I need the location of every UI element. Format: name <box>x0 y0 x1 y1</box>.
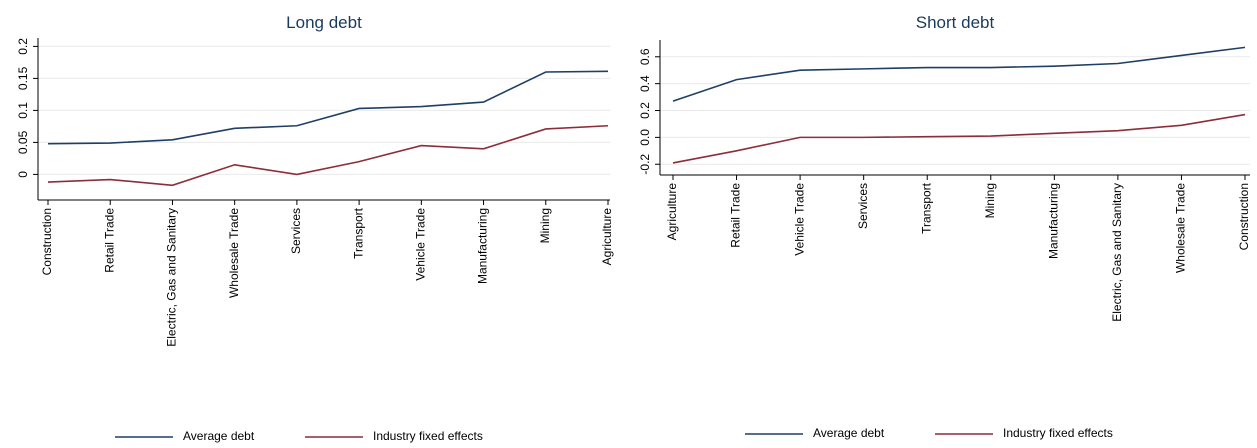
legend-label: Industry fixed effects <box>373 429 483 443</box>
x-tick-label: Vehicle Trade <box>414 208 428 281</box>
legend-label: Average debt <box>813 426 885 440</box>
x-tick-label: Transport <box>351 207 365 259</box>
y-tick-label: 0.2 <box>638 102 652 119</box>
y-tick-label: 0.05 <box>16 130 30 154</box>
x-tick-label: Transport <box>919 182 933 234</box>
line-series <box>47 124 609 187</box>
x-tick-label: Construction <box>40 208 54 275</box>
x-tick-label: Construction <box>1237 183 1251 250</box>
y-tick-label: 0.6 <box>638 48 652 65</box>
y-tick-label: 0.4 <box>638 75 652 92</box>
y-tick-label: 0.2 <box>16 38 30 55</box>
x-tick-label: Agriculture <box>600 208 614 266</box>
x-tick-label: Agriculture <box>665 183 679 241</box>
x-tick-label: Electric, Gas and Sanitary <box>1110 183 1124 322</box>
y-tick-label: 0.1 <box>16 102 30 119</box>
chart-title: Short debt <box>916 13 995 32</box>
x-tick-label: Vehicle Trade <box>792 183 806 256</box>
x-tick-label: Retail Trade <box>102 208 116 273</box>
y-tick-label: 0 <box>16 171 30 178</box>
x-tick-label: Retail Trade <box>729 183 743 248</box>
x-tick-label: Manufacturing <box>476 208 490 284</box>
x-tick-label: Services <box>856 183 870 229</box>
x-tick-label: Electric, Gas and Sanitary <box>165 208 179 347</box>
x-tick-label: Wholesale Trade <box>227 208 241 298</box>
x-tick-label: Mining <box>983 183 997 218</box>
y-tick-label: -0.2 <box>638 154 652 175</box>
line-series <box>47 70 609 145</box>
legend-label: Average debt <box>183 429 255 443</box>
y-tick-label: 0.15 <box>16 66 30 90</box>
line-series <box>672 46 1246 102</box>
x-tick-label: Manufacturing <box>1047 183 1061 259</box>
chart-title: Long debt <box>286 13 362 32</box>
x-tick-label: Mining <box>538 208 552 243</box>
y-tick-label: 0.0 <box>638 129 652 146</box>
line-series <box>672 113 1246 164</box>
x-tick-label: Wholesale Trade <box>1174 183 1188 273</box>
legend-label: Industry fixed effects <box>1003 426 1113 440</box>
x-tick-label: Services <box>289 208 303 254</box>
